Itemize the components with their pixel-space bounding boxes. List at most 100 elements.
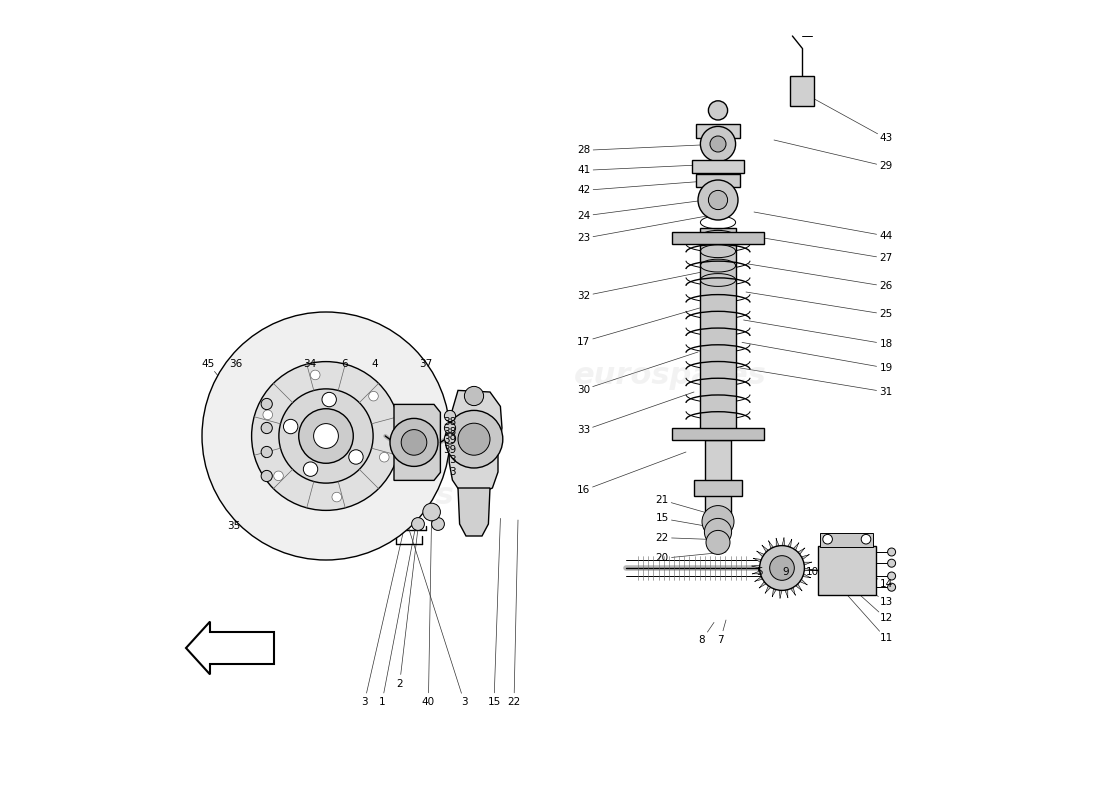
Text: 26: 26	[879, 282, 892, 291]
Circle shape	[368, 391, 378, 401]
Text: 28: 28	[578, 146, 591, 155]
Text: 18: 18	[879, 339, 892, 349]
Bar	[692, 160, 744, 173]
Polygon shape	[751, 565, 760, 568]
Polygon shape	[772, 589, 777, 597]
Polygon shape	[759, 582, 767, 588]
Text: 12: 12	[879, 614, 892, 623]
Circle shape	[202, 312, 450, 560]
Circle shape	[770, 556, 794, 580]
Polygon shape	[802, 554, 810, 559]
Text: 6: 6	[341, 359, 348, 369]
Circle shape	[444, 410, 455, 422]
Polygon shape	[785, 590, 788, 598]
Bar	[695, 124, 740, 138]
Circle shape	[458, 423, 490, 455]
Text: 37: 37	[419, 359, 432, 369]
Circle shape	[349, 450, 363, 464]
Polygon shape	[762, 545, 769, 552]
Text: 14: 14	[879, 579, 892, 589]
Polygon shape	[803, 574, 811, 578]
Circle shape	[444, 433, 455, 444]
Polygon shape	[788, 539, 792, 547]
Bar	[672, 232, 764, 244]
Text: 2: 2	[396, 679, 403, 689]
Text: 10: 10	[806, 567, 820, 577]
Polygon shape	[394, 405, 440, 480]
Polygon shape	[804, 568, 812, 571]
Polygon shape	[782, 538, 785, 546]
Bar	[695, 174, 740, 187]
Bar	[705, 440, 730, 520]
Text: 43: 43	[879, 134, 892, 143]
Text: 16: 16	[578, 486, 591, 495]
Circle shape	[299, 409, 353, 463]
Text: 39: 39	[443, 445, 456, 454]
Polygon shape	[793, 542, 799, 550]
Text: 8: 8	[698, 635, 705, 645]
Text: 34: 34	[304, 359, 317, 369]
Text: 21: 21	[656, 495, 669, 505]
Text: 3: 3	[361, 698, 367, 707]
Text: eurospares: eurospares	[262, 482, 454, 510]
Circle shape	[252, 362, 400, 510]
Circle shape	[710, 136, 726, 152]
Text: 20: 20	[656, 554, 669, 563]
Circle shape	[760, 546, 804, 590]
Polygon shape	[458, 488, 490, 536]
Circle shape	[701, 126, 736, 162]
Text: 41: 41	[578, 166, 591, 175]
Circle shape	[279, 389, 373, 483]
Bar	[694, 480, 743, 496]
Circle shape	[888, 559, 895, 567]
Circle shape	[411, 518, 425, 530]
Text: 3: 3	[449, 455, 455, 465]
Polygon shape	[449, 390, 502, 494]
Polygon shape	[755, 577, 762, 582]
Polygon shape	[769, 541, 773, 549]
Circle shape	[702, 506, 734, 538]
Circle shape	[823, 534, 833, 544]
Polygon shape	[795, 584, 802, 591]
Text: 38: 38	[443, 418, 456, 427]
Polygon shape	[776, 538, 779, 546]
Bar	[818, 546, 876, 595]
Text: 17: 17	[578, 337, 591, 346]
Text: 30: 30	[578, 385, 591, 394]
Circle shape	[304, 462, 318, 476]
Circle shape	[698, 180, 738, 220]
Bar	[821, 533, 873, 547]
Circle shape	[314, 424, 339, 448]
Text: 3: 3	[449, 467, 455, 477]
Text: 15: 15	[487, 698, 500, 707]
Circle shape	[263, 410, 273, 419]
Text: 42: 42	[578, 186, 591, 195]
Circle shape	[464, 386, 484, 406]
Circle shape	[274, 471, 284, 481]
Circle shape	[888, 572, 895, 580]
Circle shape	[861, 534, 871, 544]
Text: 29: 29	[879, 162, 892, 171]
Text: 22: 22	[656, 533, 669, 542]
Text: 31: 31	[879, 387, 892, 397]
Polygon shape	[800, 579, 807, 585]
Text: eurospares: eurospares	[573, 362, 767, 390]
Bar	[701, 228, 736, 432]
Polygon shape	[804, 562, 812, 565]
Polygon shape	[798, 548, 805, 554]
Text: 38: 38	[443, 427, 456, 437]
Text: 4: 4	[372, 359, 378, 369]
Bar	[672, 428, 764, 440]
Polygon shape	[757, 551, 764, 557]
Circle shape	[261, 470, 273, 482]
Text: 3: 3	[461, 698, 468, 707]
Circle shape	[888, 583, 895, 591]
Circle shape	[284, 419, 298, 434]
Circle shape	[261, 422, 273, 434]
Bar	[790, 76, 814, 106]
Polygon shape	[752, 571, 760, 574]
Circle shape	[431, 518, 444, 530]
Polygon shape	[779, 590, 782, 598]
Text: 13: 13	[879, 598, 892, 607]
Polygon shape	[186, 622, 274, 674]
